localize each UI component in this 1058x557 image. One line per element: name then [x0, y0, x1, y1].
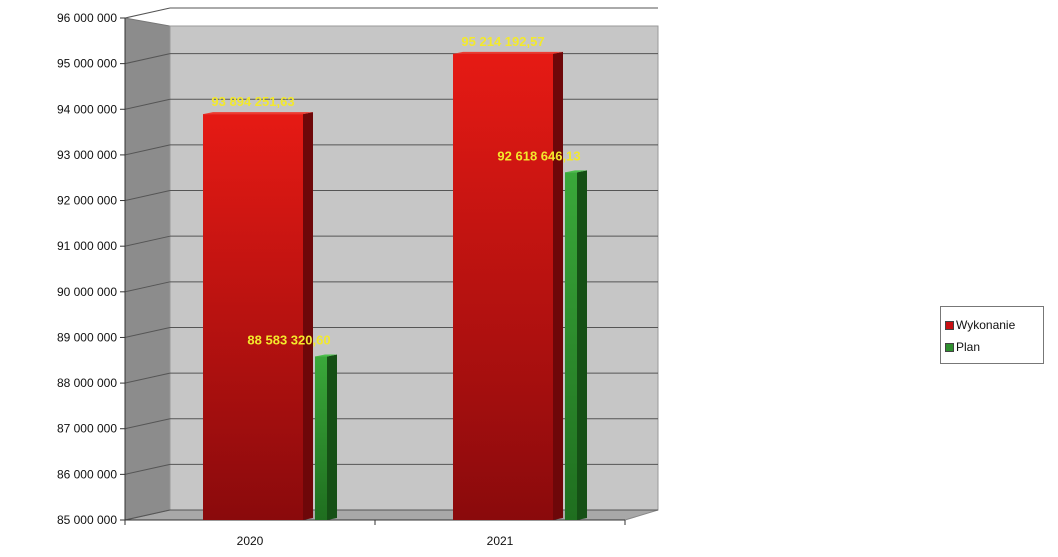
- gridline-side-10: [124, 53, 171, 65]
- gridline-side-2: [124, 418, 171, 430]
- legend-label-plan: Plan: [956, 340, 981, 354]
- bar-side-plan-2020: [327, 354, 337, 520]
- bar-wykonanie-2021: [453, 53, 553, 521]
- bar-side-plan-2021: [577, 170, 587, 521]
- data-labels: 93 894 251,63 88 583 320,60 95 214 192,57 9…: [211, 34, 580, 348]
- bar-top-plan-2020: [315, 354, 337, 357]
- y-tick-label-2: 87 000 000: [57, 422, 117, 436]
- gridline-side-0: [124, 509, 171, 521]
- gridline-side-3: [124, 372, 171, 384]
- legend-swatch-plan: [945, 342, 954, 352]
- y-tick-label-0: 85 000 000: [57, 513, 117, 527]
- gridline-side-9: [124, 98, 171, 110]
- x-tick-label-2020: 2020: [237, 534, 264, 548]
- side-wall: [124, 17, 171, 521]
- y-tick-label-10: 95 000 000: [57, 57, 117, 71]
- y-tick-label-4: 89 000 000: [57, 330, 117, 344]
- bar-plan-2020: [315, 356, 327, 520]
- gridline-side-11: [124, 7, 171, 19]
- y-tick-label-9: 94 000 000: [57, 102, 117, 116]
- gridline-side-1: [124, 463, 171, 475]
- bar-top-plan-2021: [565, 170, 587, 173]
- data-label-wykonanie-2020: 93 894 251,63: [211, 94, 294, 109]
- data-label-plan-2020: 88 583 320,60: [247, 332, 330, 347]
- gridline-side-4: [124, 326, 171, 338]
- y-tick-label-5: 90 000 000: [57, 285, 117, 299]
- bar-top-wykonanie-2020: [203, 112, 313, 115]
- legend-item-wykonanie: Wykonanie: [945, 314, 1043, 336]
- gridline-side-7: [124, 190, 171, 202]
- gridline-side-8: [124, 144, 171, 156]
- legend: Wykonanie Plan: [940, 306, 1044, 364]
- data-label-wykonanie-2021: 95 214 192,57: [461, 34, 544, 49]
- gridline-side-6: [124, 235, 171, 247]
- y-tick-label-6: 91 000 000: [57, 239, 117, 253]
- y-axis: 85 000 000 86 000 000 87 000 000 88 000 000…: [57, 11, 126, 527]
- x-tick-label-2021: 2021: [487, 534, 514, 548]
- bar-plan-2021: [565, 172, 577, 521]
- bars: [203, 51, 587, 521]
- bar-top-wykonanie-2021: [453, 51, 563, 54]
- x-axis: 2020 2021: [124, 519, 626, 548]
- bar-side-wykonanie-2021: [553, 51, 563, 521]
- legend-item-plan: Plan: [945, 336, 1043, 358]
- data-label-plan-2021: 92 618 646,13: [497, 148, 580, 163]
- legend-swatch-wykonanie: [945, 320, 954, 330]
- y-tick-label-3: 88 000 000: [57, 376, 117, 390]
- y-tick-label-7: 92 000 000: [57, 194, 117, 208]
- y-tick-label-1: 86 000 000: [57, 467, 117, 481]
- bar-wykonanie-2020: [203, 114, 303, 521]
- legend-label-wykonanie: Wykonanie: [956, 318, 1016, 332]
- y-tick-label-11: 96 000 000: [57, 11, 117, 25]
- gridline-side-5: [124, 281, 171, 293]
- bar-side-wykonanie-2020: [303, 112, 313, 521]
- y-tick-label-8: 93 000 000: [57, 148, 117, 162]
